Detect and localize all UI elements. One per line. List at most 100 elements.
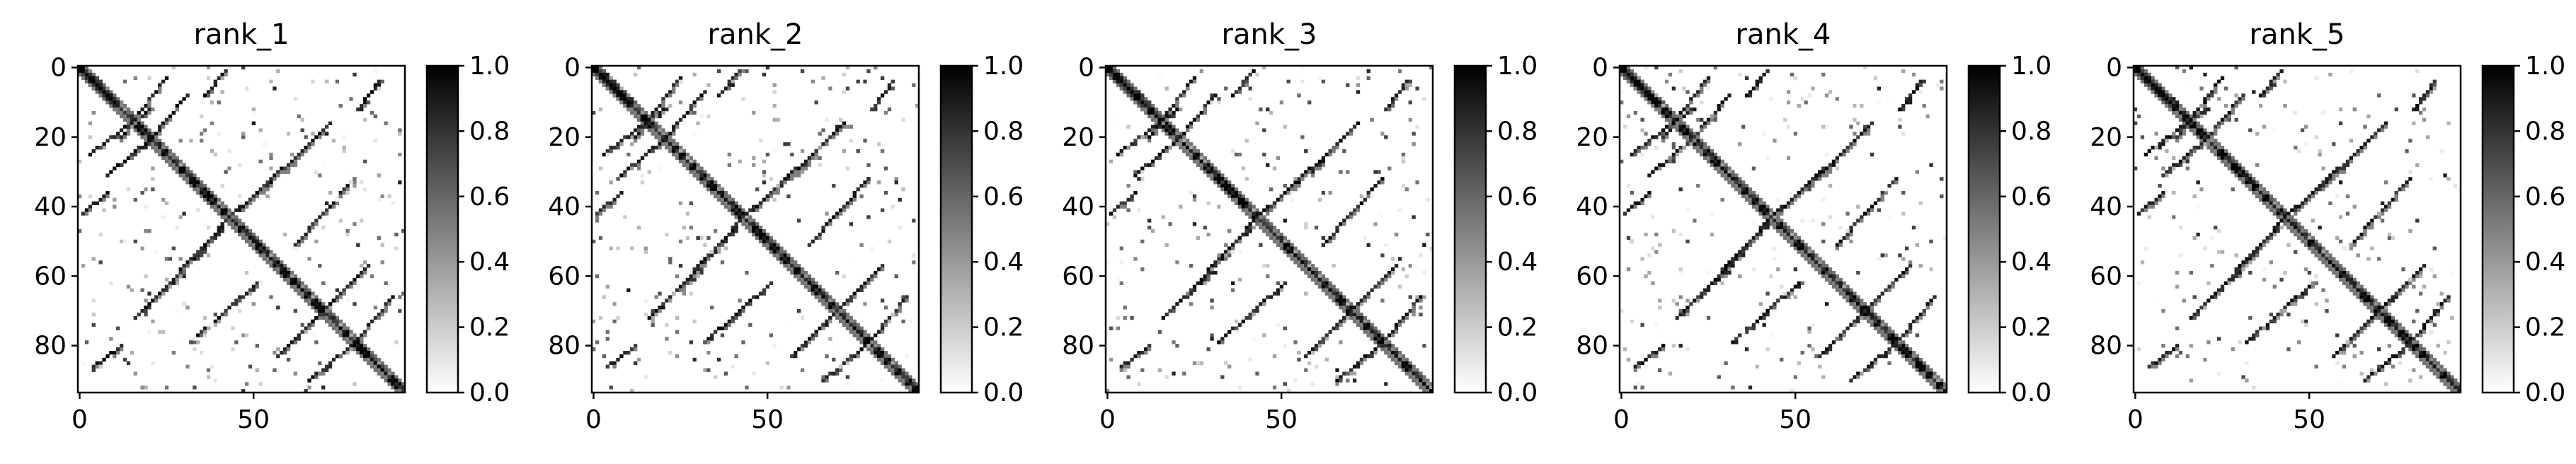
heatmap-cell: [692, 104, 697, 108]
heatmap-cell: [1342, 135, 1346, 139]
heatmap-cell: [807, 156, 812, 161]
heatmap-cell: [1290, 187, 1294, 192]
heatmap-cell: [723, 236, 728, 240]
heatmap-cell: [269, 180, 273, 185]
heatmap-cell: [1224, 177, 1228, 181]
heatmap-cell: [1186, 291, 1190, 296]
heatmap-cell: [852, 197, 857, 202]
heatmap-cell: [1404, 187, 1409, 192]
heatmap-cell: [154, 298, 159, 303]
heatmap-cell: [1352, 315, 1357, 320]
heatmap-cell: [699, 260, 704, 265]
heatmap-cell: [623, 351, 627, 355]
heatmap-cell: [842, 204, 847, 209]
heatmap-cell: [1189, 146, 1193, 150]
heatmap-cell: [300, 330, 304, 334]
heatmap-cell: [1286, 253, 1290, 257]
heatmap-cell: [366, 361, 371, 366]
heatmap-cell: [849, 323, 854, 327]
heatmap-cell: [818, 156, 822, 161]
heatmap-cell: [182, 163, 186, 167]
heatmap-cell: [1227, 364, 1232, 369]
heatmap-cell: [1206, 267, 1210, 272]
heatmap-cell: [1130, 194, 1134, 199]
heatmap-cell: [161, 288, 166, 292]
heatmap-cell: [1119, 368, 1123, 372]
heatmap-cell: [1925, 364, 1930, 369]
heatmap-cell: [1654, 100, 1659, 105]
heatmap-cell: [1244, 201, 1249, 205]
heatmap-cell: [1147, 104, 1152, 108]
heatmap-cell: [1863, 306, 1867, 310]
heatmap-cell: [113, 197, 117, 202]
heatmap-cell: [314, 340, 319, 344]
heatmap-cell: [803, 159, 808, 164]
heatmap-cell: [1252, 211, 1256, 216]
heatmap-cell: [762, 232, 767, 237]
heatmap-cell: [859, 288, 864, 292]
heatmap-cell: [182, 302, 186, 306]
y-tick-label: 0: [1078, 53, 1094, 82]
heatmap-cell: [626, 100, 631, 105]
heatmap-cell: [623, 170, 627, 174]
heatmap-cell: [745, 385, 749, 390]
heatmap-cell: [643, 312, 648, 317]
colorbar-tick-label: 0.0: [469, 378, 510, 407]
heatmap-cell: [720, 260, 725, 265]
heatmap-cell: [1199, 152, 1204, 157]
heatmap-cell: [658, 124, 662, 129]
heatmap-cell: [800, 170, 805, 174]
heatmap-cell: [1664, 114, 1669, 119]
heatmap-cell: [654, 309, 658, 313]
heatmap-cell: [1321, 243, 1326, 247]
heatmap-cell: [1401, 357, 1406, 362]
heatmap-cell: [835, 211, 840, 216]
heatmap-cell: [1137, 104, 1141, 108]
heatmap-cell: [335, 354, 340, 359]
heatmap-cell: [1137, 177, 1141, 181]
heatmap-cell: [262, 257, 266, 261]
heatmap-cell: [1227, 190, 1232, 195]
heatmap-cell: [1234, 330, 1239, 334]
heatmap-cell: [769, 243, 773, 247]
heatmap-cell: [335, 298, 340, 303]
heatmap-cell: [1640, 93, 1644, 98]
heatmap-cell: [300, 281, 304, 286]
heatmap-cell: [859, 347, 864, 352]
heatmap-cell: [796, 309, 801, 313]
heatmap-cell: [280, 351, 284, 355]
heatmap-cell: [696, 267, 700, 272]
heatmap-cell: [710, 337, 714, 341]
heatmap-cell: [175, 159, 179, 164]
heatmap-cell: [731, 232, 735, 237]
heatmap-cell: [293, 284, 298, 289]
heatmap-cell: [1717, 159, 1721, 164]
heatmap-cell: [1220, 187, 1225, 192]
heatmap-cell: [714, 246, 718, 250]
heatmap-cell: [661, 100, 665, 105]
heatmap-cell: [151, 361, 155, 366]
heatmap-cell: [1259, 226, 1263, 230]
heatmap-cell: [1130, 197, 1134, 202]
heatmap-cell: [307, 146, 311, 150]
heatmap-cell: [1140, 177, 1145, 181]
heatmap-cell: [1286, 250, 1290, 254]
heatmap-cell: [300, 284, 304, 289]
heatmap-cell: [1359, 361, 1364, 366]
heatmap-cell: [1359, 298, 1364, 303]
heatmap-cell: [1164, 117, 1169, 122]
heatmap-cell: [1196, 152, 1201, 157]
heatmap-cell: [727, 204, 731, 209]
heatmap-cell: [1217, 170, 1221, 174]
heatmap-cell: [633, 135, 638, 139]
heatmap-cell: [1339, 323, 1343, 327]
heatmap-cell: [273, 351, 277, 355]
heatmap-cell: [300, 239, 304, 244]
heatmap-cell: [647, 114, 651, 119]
heatmap-cell: [1161, 121, 1165, 125]
heatmap-cell: [273, 257, 277, 261]
heatmap-cell: [1373, 222, 1378, 226]
heatmap-cell: [654, 146, 658, 150]
heatmap-cell: [1252, 204, 1256, 209]
heatmap-cell: [1332, 295, 1336, 299]
